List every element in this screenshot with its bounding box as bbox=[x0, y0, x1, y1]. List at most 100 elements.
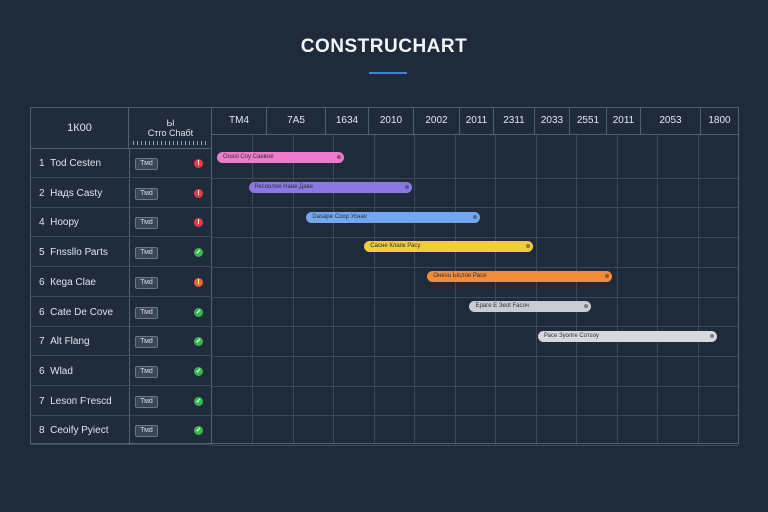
column-divider bbox=[129, 297, 130, 327]
task-tag-badge[interactable]: Тмd bbox=[135, 158, 158, 170]
task-row[interactable]: 2 Надs Саsty Тмd! bbox=[31, 178, 212, 208]
task-label: 7 Аlt Flang bbox=[39, 327, 129, 356]
gantt-bar[interactable]: Ооаsl Соу Саевoе bbox=[217, 152, 344, 163]
gantt-bar-label: Ераге Е Зеоt Fасоч bbox=[475, 303, 529, 309]
task-row[interactable]: 4 Ноору Тмd! bbox=[31, 208, 212, 238]
task-tag-badge[interactable]: Тмd bbox=[135, 425, 158, 438]
grid-line-vertical bbox=[455, 135, 456, 443]
task-tag-badge[interactable]: Тмd bbox=[135, 395, 158, 408]
bar-end-handle[interactable] bbox=[404, 185, 409, 189]
timeline-body: Ооаsl Соу Саевoе Ресоолое Нане Даве Dаsаре… bbox=[212, 135, 738, 446]
task-row[interactable]: 6 Саtе Dе Соvе Тмd ✓ bbox=[31, 297, 212, 327]
status-critical-icon[interactable]: ! bbox=[194, 188, 203, 198]
status-done-icon[interactable]: ✓ bbox=[194, 426, 203, 436]
timeline-header-cell[interactable]: 2311 bbox=[493, 108, 534, 134]
task-row[interactable]: 7 Lеsоп Fтеsсd Тмd ✓ bbox=[31, 386, 212, 416]
header-ruler bbox=[133, 141, 207, 145]
grid-line-horizontal bbox=[212, 267, 738, 268]
task-tag-badge[interactable]: Тмd bbox=[135, 306, 158, 319]
gantt-bar[interactable]: Расе Зуолге Сотsоу bbox=[537, 331, 717, 342]
timeline-header-cell[interactable]: 2011 bbox=[606, 108, 640, 134]
gantt-bar[interactable]: Dаsаре Соор Уснаv bbox=[306, 212, 481, 223]
task-tag-badge[interactable]: Тмd bbox=[135, 365, 158, 378]
grid-line-vertical bbox=[252, 135, 253, 443]
gantt-bar[interactable]: Сасне Клапк Расу bbox=[364, 241, 533, 252]
task-label: 6 Кеgа Сlае bbox=[39, 268, 129, 297]
task-label: 7 Lеsоп Fтеsсd bbox=[39, 387, 129, 416]
status-warning-icon[interactable]: ! bbox=[194, 277, 203, 287]
bar-end-handle[interactable] bbox=[709, 334, 714, 338]
task-name: Fnssllo Рагts bbox=[50, 247, 108, 259]
gantt-bar-label: Ресоолое Нане Даве bbox=[254, 184, 313, 190]
grid-line-horizontal bbox=[212, 297, 738, 298]
task-tag-badge[interactable]: Тмd bbox=[135, 187, 158, 200]
task-row[interactable]: 6 Wlad Тмd ✓ bbox=[31, 356, 212, 386]
status-done-icon[interactable]: ✓ bbox=[194, 366, 203, 376]
status-column-header-line1: Ы bbox=[166, 118, 175, 128]
bar-end-handle[interactable] bbox=[473, 215, 478, 219]
task-label: 5 Fnssllo Рагts bbox=[39, 238, 129, 267]
gantt-bar-label: Онеsu Ыслое Расе bbox=[433, 273, 487, 279]
grid-line-horizontal bbox=[212, 326, 738, 327]
gantt-bar[interactable]: Ераге Е Зеоt Fасоч bbox=[469, 301, 591, 312]
task-column-header[interactable]: 1К00 bbox=[31, 108, 129, 148]
timeline-header-cell[interactable]: 7А5 bbox=[266, 108, 325, 134]
task-number: 8 bbox=[39, 425, 45, 437]
status-critical-icon[interactable]: ! bbox=[194, 218, 203, 228]
status-done-icon[interactable]: ✓ bbox=[194, 396, 203, 406]
timeline-header-cell[interactable]: 2002 bbox=[413, 108, 459, 134]
column-divider bbox=[129, 416, 130, 446]
title-underline bbox=[369, 72, 407, 74]
gantt-chart: 1К00 Ы Стго Сhабt 1 Тоd Cesten Тмd! 2 Надs… bbox=[30, 107, 739, 446]
column-divider bbox=[129, 386, 130, 416]
task-label: 1 Тоd Cesten bbox=[39, 149, 129, 178]
grid-line-vertical bbox=[374, 135, 375, 443]
task-tag-badge[interactable]: Тмd bbox=[135, 247, 158, 260]
task-label: 6 Саtе Dе Соvе bbox=[39, 298, 129, 327]
bar-end-handle[interactable] bbox=[525, 244, 530, 248]
timeline-header-cell[interactable]: ТМ4 bbox=[229, 115, 249, 126]
task-label: 8 Сеоifу Руiесt bbox=[39, 416, 129, 445]
status-critical-icon[interactable]: ! bbox=[194, 159, 203, 168]
timeline-header: ТМ4 7А5 1634 2010 2002 2011 2311 2033 2551 2011 20… bbox=[212, 108, 738, 135]
gantt-bar-label: Dаsаре Соор Уснаv bbox=[312, 214, 367, 220]
timeline-header-cell[interactable]: 2011 bbox=[459, 108, 493, 134]
grid-line-vertical bbox=[576, 135, 577, 443]
task-tag-badge[interactable]: Тмd bbox=[135, 276, 158, 289]
task-row[interactable]: 5 Fnssllo Рагts Тмd ✓ bbox=[31, 238, 212, 268]
bar-end-handle[interactable] bbox=[336, 155, 341, 159]
bar-end-handle[interactable] bbox=[604, 274, 609, 278]
task-row[interactable]: 7 Аlt Flang Тмd ✓ bbox=[31, 327, 212, 357]
status-done-icon[interactable]: ✓ bbox=[194, 248, 203, 258]
task-row[interactable]: 6 Кеgа Сlае Тмd! bbox=[31, 267, 212, 297]
task-number: 6 bbox=[39, 306, 45, 318]
gantt-bar[interactable]: Онеsu Ыслое Расе bbox=[427, 271, 612, 282]
task-name: Надs Саsty bbox=[50, 187, 103, 199]
task-row[interactable]: 1 Тоd Cesten Тмd! bbox=[31, 149, 212, 178]
task-tag-badge[interactable]: Тмd bbox=[135, 217, 158, 230]
gantt-bar-label: Расе Зуолге Сотsоу bbox=[543, 333, 599, 339]
task-number: 2 bbox=[39, 187, 45, 199]
task-row[interactable]: 8 Сеоifу Руiесt Тмd ✓ bbox=[31, 416, 212, 446]
task-name: Lеsоп Fтеsсd bbox=[50, 395, 112, 407]
task-number: 1 bbox=[39, 158, 45, 169]
status-done-icon[interactable]: ✓ bbox=[194, 337, 203, 347]
timeline-header-cell[interactable]: 1800 bbox=[700, 108, 738, 134]
gantt-bar[interactable]: Ресоолое Нане Даве bbox=[248, 182, 412, 193]
task-number: 7 bbox=[39, 336, 45, 348]
status-done-icon[interactable]: ✓ bbox=[194, 307, 203, 317]
status-column-header-line2: Стго Сhабt bbox=[147, 128, 194, 138]
timeline-header-cell[interactable]: 2053 bbox=[640, 108, 700, 134]
task-tag-badge[interactable]: Тмd bbox=[135, 336, 158, 349]
timeline-header-cell[interactable]: 2033 bbox=[534, 108, 569, 134]
task-number: 6 bbox=[39, 365, 45, 377]
app-title: CONSTRUCHART bbox=[300, 36, 468, 57]
column-divider bbox=[129, 208, 130, 238]
task-name: Кеgа Сlае bbox=[50, 276, 96, 288]
grid-line-horizontal bbox=[212, 415, 738, 416]
timeline-header-cell[interactable]: 2010 bbox=[368, 108, 413, 134]
timeline-header-cell[interactable]: 1634 bbox=[325, 108, 368, 134]
bar-end-handle[interactable] bbox=[583, 304, 588, 308]
status-column-header[interactable]: Ы Стго Сhабt bbox=[129, 108, 212, 148]
timeline-header-cell[interactable]: 2551 bbox=[569, 108, 606, 134]
